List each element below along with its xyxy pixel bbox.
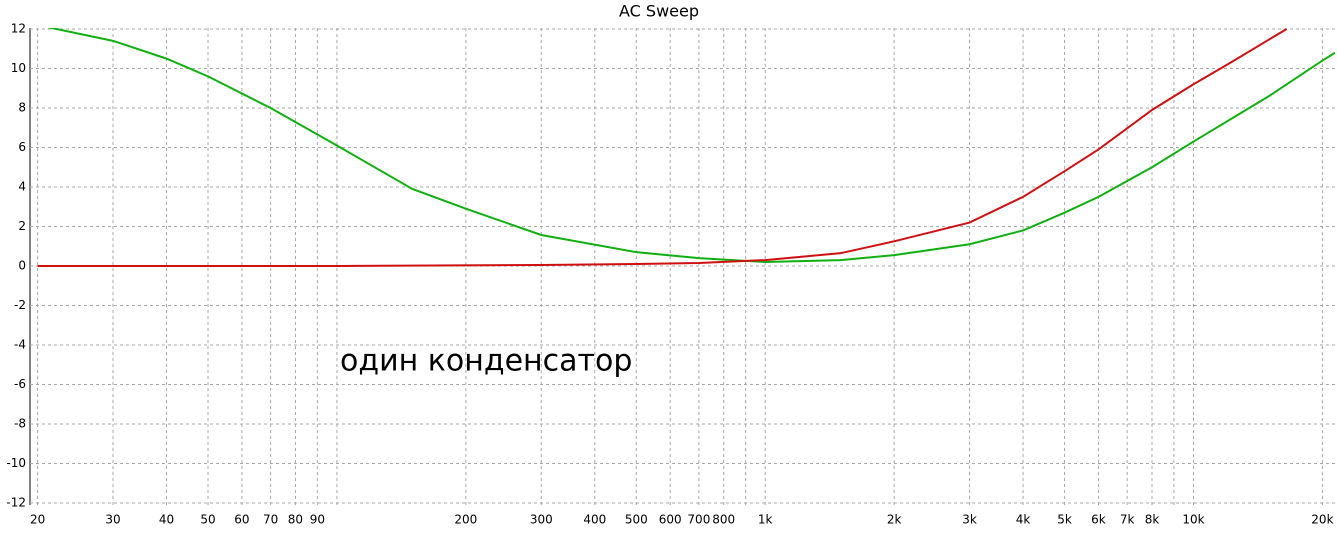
x-tick-label: 200 [454, 513, 477, 527]
x-tick-label: 800 [712, 513, 735, 527]
x-tick-label: 70 [263, 513, 278, 527]
x-tick-label: 700 [687, 513, 710, 527]
x-tick-label: 6k [1091, 513, 1106, 527]
y-tick-label: -6 [14, 377, 26, 391]
x-tick-label: 30 [105, 513, 120, 527]
chart-title: AC Sweep [619, 2, 699, 21]
y-tick-label: -2 [14, 298, 26, 312]
series-line [37, 28, 1288, 268]
x-tick-label: 7k [1120, 513, 1135, 527]
x-tick-label: 40 [159, 513, 174, 527]
x-tick-label: 20k [1311, 513, 1333, 527]
x-tick-label: 20 [30, 513, 45, 527]
plot-area [37, 28, 1335, 268]
x-tick-label: 400 [583, 513, 606, 527]
x-tick-label: 10k [1182, 513, 1204, 527]
x-tick-label: 600 [659, 513, 682, 527]
x-tick-label: 5k [1057, 513, 1072, 527]
annotation: один конденсатор [340, 344, 632, 379]
x-tick-label: 300 [530, 513, 553, 527]
x-tick-label: 2k [887, 513, 902, 527]
y-tick-label: -8 [14, 417, 26, 431]
y-tick-label: 10 [11, 61, 26, 75]
y-tick-label: 4 [18, 180, 26, 194]
y-tick-label: 12 [11, 21, 26, 35]
x-tick-label: 50 [200, 513, 215, 527]
x-tick-label: 4k [1016, 513, 1031, 527]
y-tick-label: -12 [6, 496, 26, 510]
y-tick-label: 6 [18, 140, 26, 154]
x-tick-label: 3k [962, 513, 977, 527]
x-tick-label: 60 [234, 513, 249, 527]
y-tick-label: -4 [14, 338, 26, 352]
y-tick-label: 8 [18, 100, 26, 114]
y-tick-label: -10 [6, 456, 26, 470]
x-tick-label: 90 [310, 513, 325, 527]
x-tick-label: 8k [1145, 513, 1160, 527]
y-tick-label: 0 [18, 259, 26, 273]
x-tick-label: 80 [288, 513, 303, 527]
series-line [46, 28, 1335, 264]
x-tick-label: 500 [625, 513, 648, 527]
y-tick-label: 2 [18, 219, 26, 233]
x-tick-label: 1k [758, 513, 773, 527]
